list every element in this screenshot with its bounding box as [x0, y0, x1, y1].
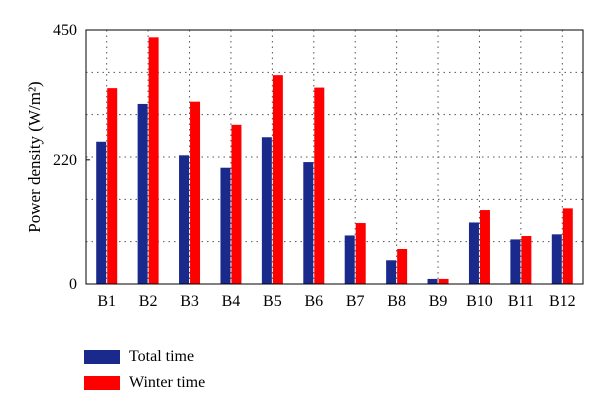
bar-winter-time-b4 [231, 124, 242, 285]
x-tick-label-b12: B12 [549, 293, 576, 310]
legend-label-total-time: Total time [129, 348, 195, 365]
x-tick-label-b7: B7 [346, 293, 365, 310]
bar-winter-time-b2 [148, 37, 159, 285]
bar-total-time-b8 [386, 260, 397, 284]
bar-total-time-b11 [510, 239, 521, 284]
bar-total-time-b2 [137, 103, 148, 284]
bar-winter-time-b12 [562, 208, 573, 284]
bar-total-time-b7 [344, 235, 355, 284]
y-tick-label-450: 450 [53, 22, 77, 39]
legend-item-winter-time: Winter time [84, 370, 205, 396]
bars [96, 37, 573, 285]
bar-total-time-b6 [303, 162, 314, 284]
y-axis-label: Power density (W/m²) [25, 81, 44, 232]
legend-item-total-time: Total time [84, 344, 205, 370]
bar-winter-time-b9 [438, 278, 449, 284]
x-tick-label-b8: B8 [387, 293, 406, 310]
x-tick-labels: B1 B2 B3 B4 B5 B6 B7 B8 B9 B10 B11 B12 [97, 293, 575, 310]
x-tick-label-b10: B10 [466, 293, 493, 310]
legend-label-winter-time: Winter time [129, 374, 206, 391]
bar-total-time-b1 [96, 141, 107, 284]
y-tick-label-220: 220 [53, 152, 77, 169]
bar-winter-time-b6 [314, 87, 325, 284]
x-tick-label-b5: B5 [263, 293, 282, 310]
bar-winter-time-b8 [397, 249, 408, 284]
plot-frame [85, 29, 584, 285]
bar-winter-time-b3 [190, 101, 201, 284]
grid-lines [86, 30, 583, 284]
bar-winter-time-b10 [479, 210, 490, 284]
bar-total-time-b3 [179, 155, 190, 284]
bar-winter-time-b1 [107, 88, 118, 284]
bar-winter-time-b5 [272, 75, 283, 285]
bar-total-time-b4 [220, 167, 231, 284]
legend: Total time Winter time [84, 344, 205, 396]
bar-total-time-b10 [468, 222, 479, 284]
y-tick-label-0: 0 [69, 276, 77, 293]
x-tick-label-b2: B2 [139, 293, 158, 310]
x-tick-label-b4: B4 [222, 293, 241, 310]
bar-winter-time-b11 [521, 236, 532, 284]
x-tick-label-b1: B1 [97, 293, 116, 310]
x-tick-label-b9: B9 [429, 293, 448, 310]
bar-total-time-b9 [427, 278, 438, 284]
legend-swatch-total-time [84, 350, 120, 364]
x-tick-label-b6: B6 [304, 293, 323, 310]
y-tick-labels: 0 220 450 [53, 22, 90, 293]
bar-total-time-b5 [261, 137, 272, 284]
x-tick-label-b3: B3 [180, 293, 199, 310]
bar-total-time-b12 [551, 234, 562, 284]
legend-swatch-winter-time [84, 376, 120, 390]
bar-winter-time-b7 [355, 223, 366, 284]
x-tick-label-b11: B11 [508, 293, 534, 310]
